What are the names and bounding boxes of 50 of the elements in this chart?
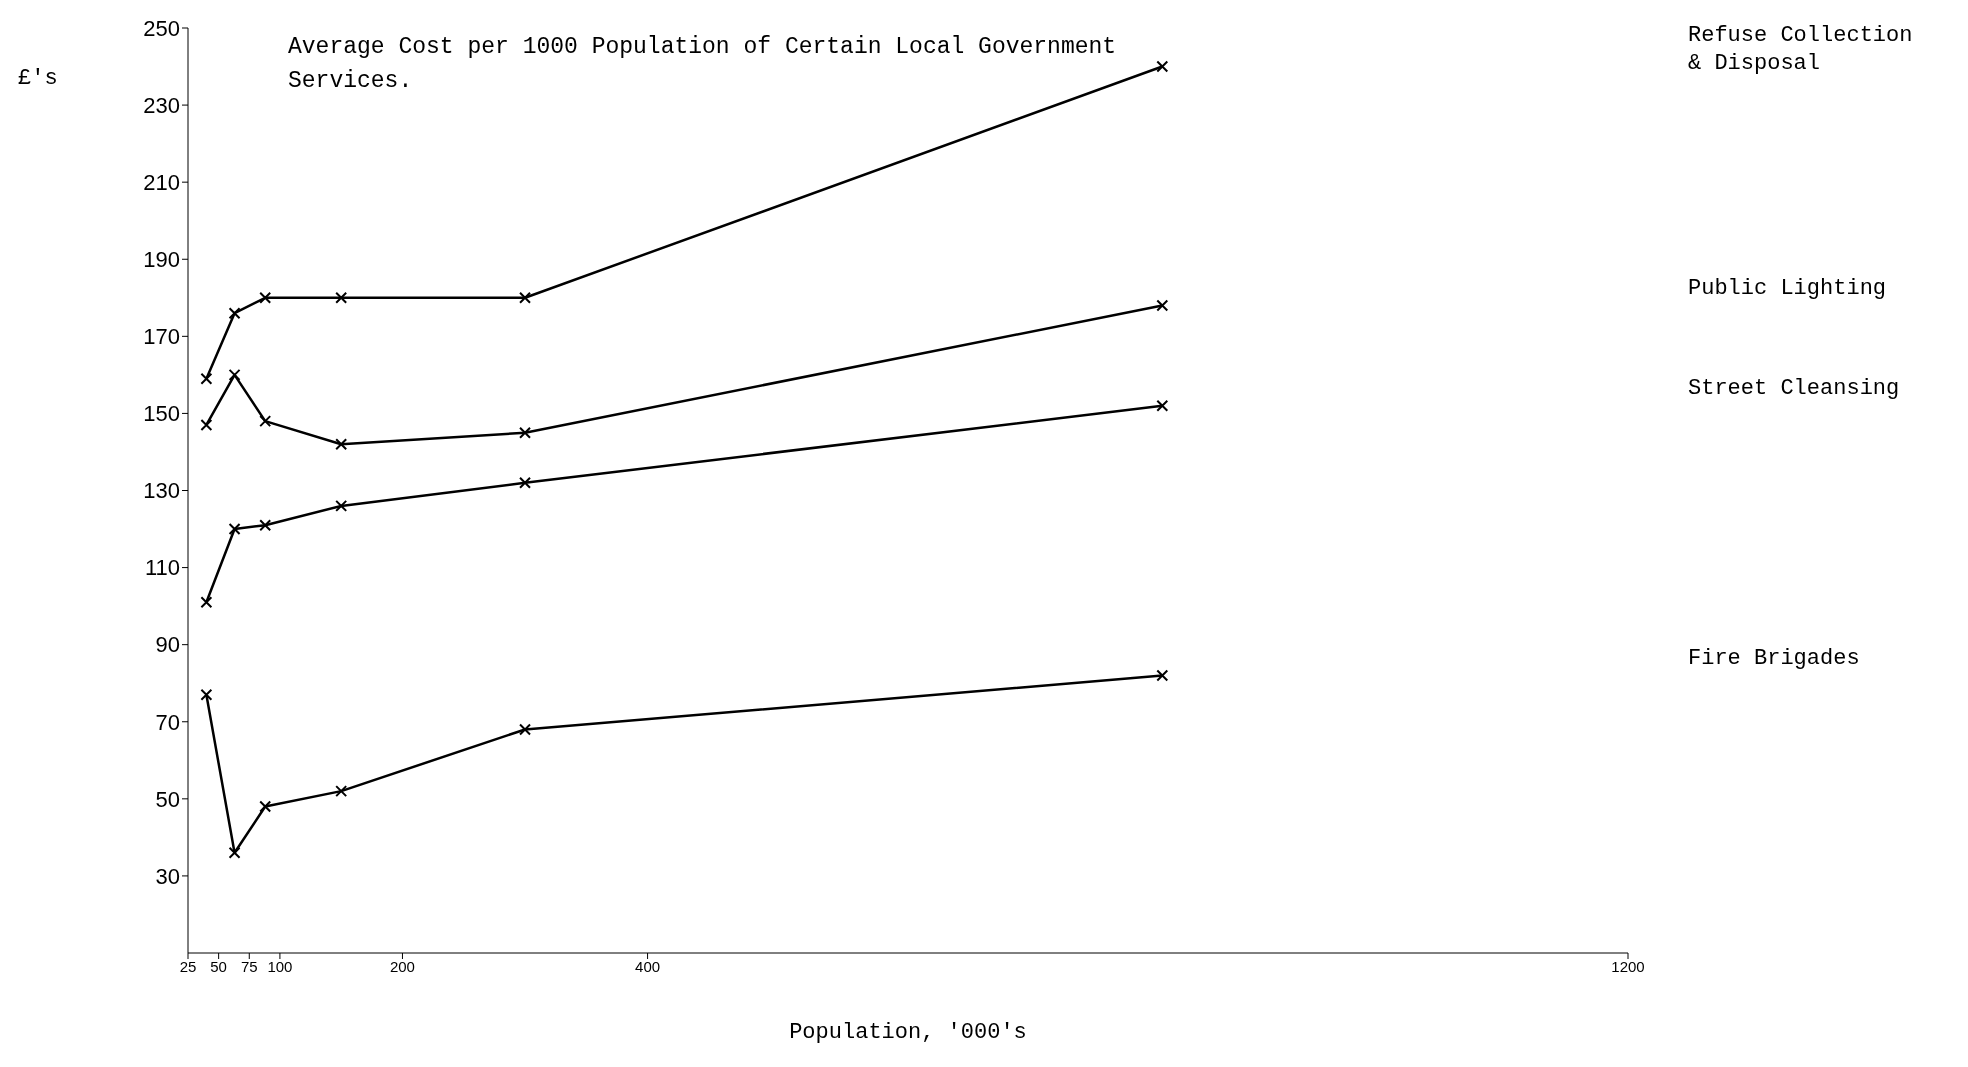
- x-tick-label: 50: [210, 957, 227, 975]
- text: Street Cleansing: [1688, 375, 1900, 401]
- point: [200, 372, 213, 385]
- text: Fire Brigades: [1688, 645, 1860, 671]
- x-tick-label: 25: [179, 957, 197, 975]
- point: [519, 723, 532, 736]
- point: [228, 523, 241, 536]
- point: [228, 846, 241, 859]
- point: [1156, 60, 1169, 73]
- point: [335, 438, 348, 451]
- point: [335, 291, 348, 304]
- point: [335, 499, 348, 512]
- text: Refuse Collection & Disposal: [1688, 22, 1913, 76]
- y-tick-label: 170: [143, 324, 180, 350]
- point: [200, 688, 213, 701]
- y-tick-label: 50: [155, 786, 180, 812]
- point: [519, 291, 532, 304]
- point: [200, 596, 213, 609]
- point: [335, 785, 348, 798]
- y-tick-label: 110: [144, 555, 180, 581]
- x-tick-label: 100: [267, 957, 293, 975]
- point: [228, 368, 241, 381]
- point: [519, 426, 532, 439]
- point: [228, 307, 241, 320]
- point: [259, 415, 272, 428]
- y-axis-title: £'s: [18, 66, 58, 91]
- y-tick-label: 30: [155, 863, 180, 889]
- point: [519, 476, 532, 489]
- point: [259, 519, 272, 532]
- y-tick-label: 90: [155, 632, 180, 658]
- text: Public Lighting: [1688, 275, 1887, 301]
- y-tick-label: 210: [143, 169, 180, 195]
- point: [1156, 399, 1169, 412]
- x-tick-label: 200: [389, 957, 415, 975]
- point: [1156, 299, 1169, 312]
- y-tick-label: 130: [143, 478, 180, 504]
- y-tick-label: 150: [143, 401, 180, 427]
- y-tick-label: 230: [143, 92, 180, 118]
- y-tick-label: 250: [143, 15, 180, 41]
- text: Average Cost per 1000 Population of Certain Local Government Services.: [288, 33, 1118, 96]
- x-tick-label: 1200: [1611, 957, 1645, 975]
- x-tick-label: 400: [635, 957, 661, 975]
- x-tick-label: 75: [240, 957, 258, 975]
- y-tick-label: 190: [143, 247, 180, 273]
- point: [200, 418, 213, 431]
- point: [1156, 669, 1169, 682]
- x-axis-title: Population, '000's: [789, 1020, 1027, 1045]
- point: [259, 291, 272, 304]
- y-tick-label: 70: [155, 709, 180, 735]
- point: [259, 800, 272, 813]
